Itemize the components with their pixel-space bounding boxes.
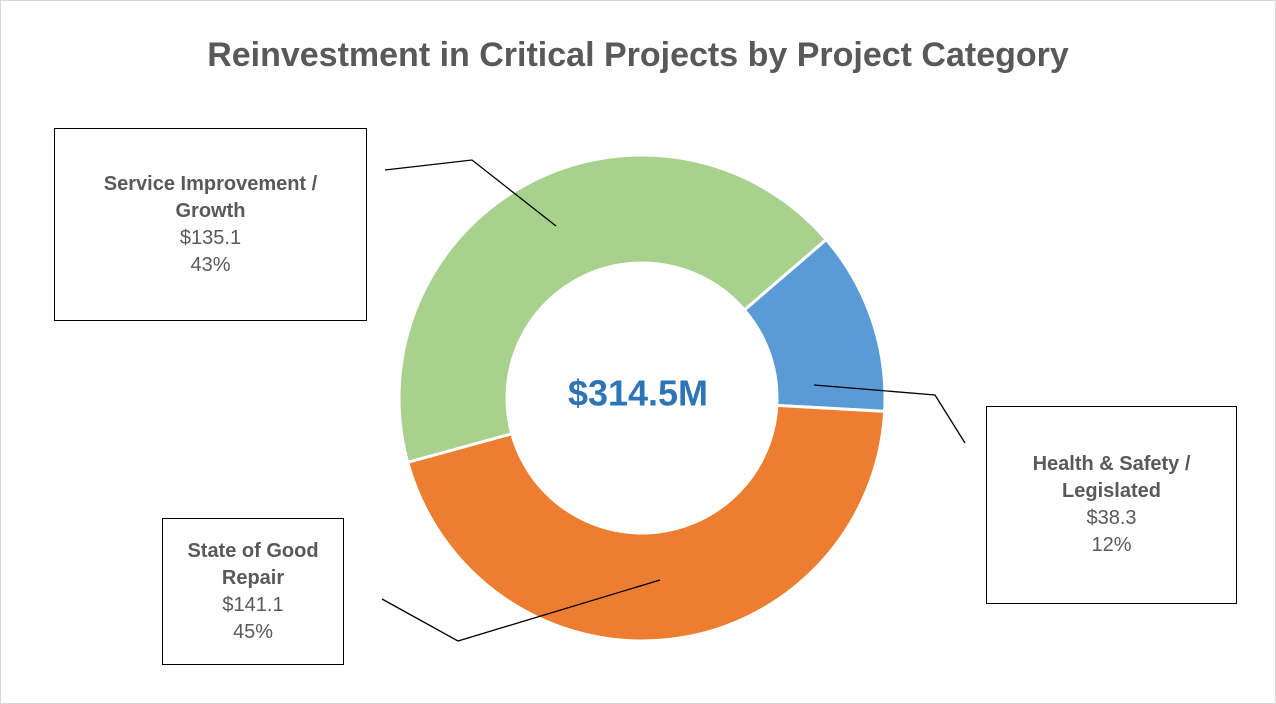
category-label: State of Good Repair [187, 539, 319, 589]
data-label-box: Service Improvement / Growth $135.1 43% [54, 128, 367, 321]
data-label-box: State of Good Repair $141.1 45% [162, 518, 344, 665]
donut-slice [405, 403, 887, 643]
value-label: $141.1 [222, 593, 284, 616]
percent-label: 12% [1091, 534, 1132, 556]
leader-line [813, 384, 966, 444]
percent-label: 43% [190, 253, 231, 276]
category-label: Service Improvement / Growth [103, 172, 318, 222]
value-label: $38.3 [1086, 507, 1137, 529]
category-label: Health & Safety / Legislated [1032, 453, 1191, 502]
donut-slice [397, 153, 829, 465]
percent-label: 45% [232, 620, 274, 643]
data-label-box: Health & Safety / Legislated $38.3 12% [986, 406, 1237, 604]
chart-title: Reinvestment in Critical Projects by Pro… [207, 36, 1069, 74]
center-label: $314.5M [568, 373, 708, 414]
leader-line [381, 579, 661, 642]
leader-line [384, 159, 557, 227]
value-label: $135.1 [179, 226, 242, 249]
